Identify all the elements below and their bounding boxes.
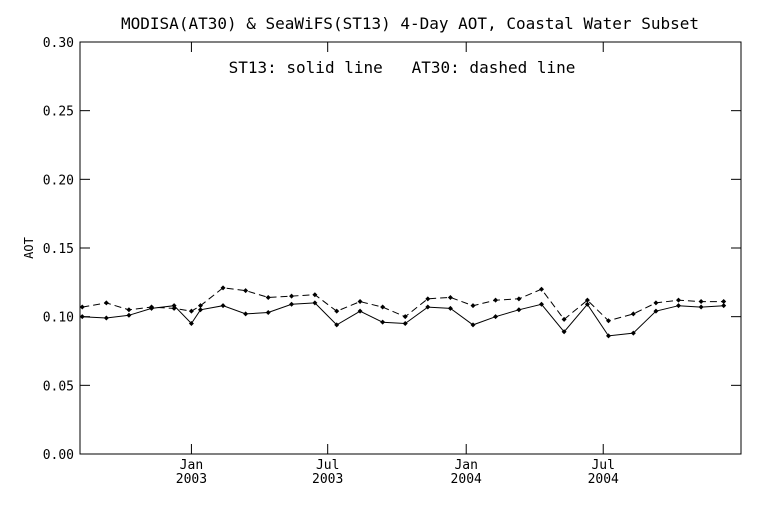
data-point-at30 (243, 288, 249, 294)
data-point-st13 (493, 314, 499, 320)
data-point-at30 (516, 296, 522, 302)
data-point-at30 (265, 294, 271, 300)
data-point-at30 (149, 304, 155, 310)
data-point-st13 (676, 303, 682, 309)
data-point-st13 (402, 321, 408, 327)
data-point-st13 (425, 304, 431, 310)
x-tick-year-label: 2004 (451, 472, 482, 487)
data-point-st13 (289, 301, 295, 307)
plot-frame (79, 41, 742, 455)
y-tick-label: 0.30 (43, 36, 74, 51)
series-line-st13 (82, 302, 724, 337)
data-point-at30 (721, 299, 727, 305)
data-point-st13 (220, 303, 226, 309)
data-point-st13 (561, 329, 567, 335)
data-point-at30 (79, 304, 85, 310)
data-point-st13 (380, 319, 386, 325)
data-point-at30 (470, 303, 476, 309)
y-axis-ticks: 0.00 0.05 0.10 0.15 0.20 0.25 0.30 (43, 36, 741, 463)
data-point-st13 (721, 303, 727, 309)
data-point-st13 (605, 333, 611, 339)
x-tick-year-label: 2003 (312, 472, 343, 487)
data-point-at30 (188, 308, 194, 314)
data-point-at30 (561, 316, 567, 322)
data-point-st13 (584, 301, 590, 307)
data-point-at30 (171, 305, 177, 311)
data-point-st13 (698, 304, 704, 310)
data-point-st13 (538, 301, 544, 307)
data-point-at30 (289, 293, 295, 299)
y-tick-label: 0.00 (43, 448, 74, 463)
data-point-at30 (197, 303, 203, 309)
data-point-st13 (312, 300, 318, 306)
x-tick-month-label: Jan (454, 458, 477, 473)
y-tick-label: 0.05 (43, 379, 74, 394)
data-point-st13 (447, 305, 453, 311)
chart-title: MODISA(AT30) & SeaWiFS(ST13) 4-Day AOT, … (121, 14, 699, 33)
data-point-at30 (334, 308, 340, 314)
data-point-st13 (197, 307, 203, 313)
data-point-st13 (470, 322, 476, 328)
data-point-at30 (126, 307, 132, 313)
data-point-st13 (243, 311, 249, 317)
data-point-at30 (493, 297, 499, 303)
data-point-at30 (676, 297, 682, 303)
data-point-st13 (653, 308, 659, 314)
y-axis-label: AOT (22, 237, 36, 259)
data-point-at30 (402, 314, 408, 320)
data-point-at30 (220, 285, 226, 291)
data-point-st13 (79, 314, 85, 320)
data-point-at30 (357, 299, 363, 305)
data-point-at30 (447, 294, 453, 300)
line-style-annotation: ST13: solid line AT30: dashed line (229, 58, 576, 77)
data-point-st13 (630, 330, 636, 336)
data-point-st13 (188, 321, 194, 327)
data-point-st13 (126, 312, 132, 318)
x-tick-month-label: Jul (591, 458, 614, 473)
y-tick-label: 0.15 (43, 242, 74, 257)
data-point-st13 (334, 322, 340, 328)
y-tick-label: 0.20 (43, 173, 74, 188)
data-point-at30 (698, 299, 704, 305)
series-layer (79, 285, 727, 339)
y-tick-label: 0.25 (43, 105, 74, 120)
data-point-at30 (605, 318, 611, 324)
x-tick-month-label: Jan (180, 458, 203, 473)
data-point-st13 (516, 307, 522, 313)
data-point-at30 (653, 300, 659, 306)
data-point-at30 (103, 300, 109, 306)
data-point-at30 (538, 286, 544, 292)
data-point-st13 (265, 310, 271, 316)
data-point-at30 (630, 311, 636, 317)
x-tick-year-label: 2004 (588, 472, 619, 487)
data-point-st13 (103, 315, 109, 321)
data-point-st13 (357, 308, 363, 314)
data-point-at30 (380, 304, 386, 310)
data-point-st13 (171, 303, 177, 309)
y-tick-label: 0.10 (43, 311, 74, 326)
data-point-at30 (312, 292, 318, 298)
x-tick-year-label: 2003 (176, 472, 207, 487)
series-line-at30 (82, 287, 724, 322)
data-point-at30 (425, 296, 431, 302)
data-point-at30 (584, 297, 590, 303)
x-tick-month-label: Jul (316, 458, 339, 473)
